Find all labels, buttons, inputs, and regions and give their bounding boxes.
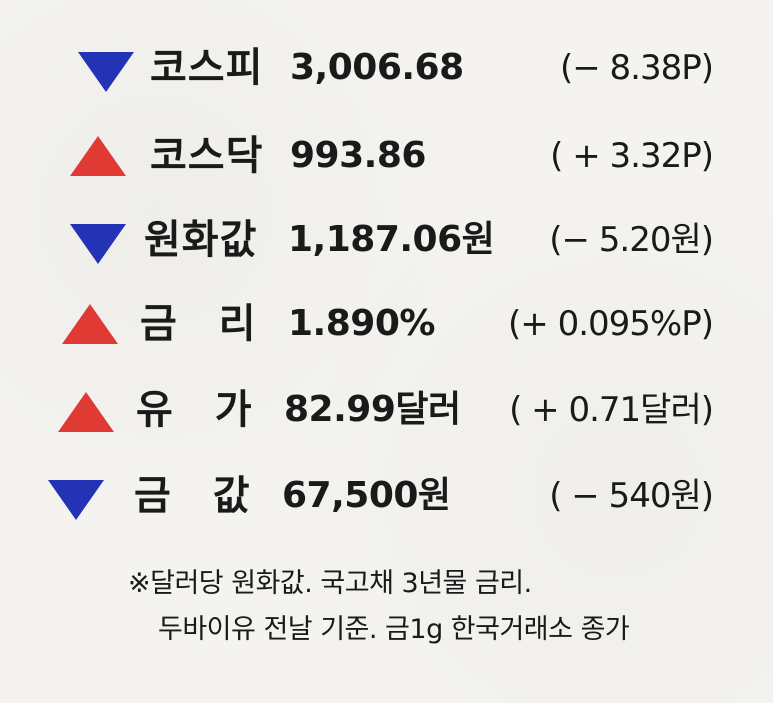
- row-won: 원화값 1,187.06원 (− 5.20원): [0, 210, 773, 270]
- row-kospi: 코스피 3,006.68 (− 8.38P): [0, 38, 773, 98]
- down-triangle-icon: [78, 52, 134, 92]
- up-triangle-icon: [58, 392, 114, 432]
- footnote-line-2: 두바이유 전날 기준. 금1g 한국거래소 종가: [158, 614, 630, 645]
- row-value: 67,500원: [282, 475, 451, 516]
- row-gold-price: 금 값 67,500원 ( − 540원): [0, 466, 773, 526]
- row-name: 코스닥: [150, 133, 264, 179]
- row-name: 금 값: [134, 473, 251, 519]
- row-value: 993.86: [290, 135, 426, 176]
- row-change: (− 8.38P): [559, 48, 714, 88]
- down-triangle-icon: [48, 480, 104, 520]
- up-triangle-icon: [70, 136, 126, 176]
- row-name: 금 리: [140, 301, 257, 347]
- row-change: ( + 0.71달러): [509, 390, 714, 430]
- row-name: 원화값: [144, 217, 258, 263]
- up-triangle-icon: [62, 304, 118, 344]
- row-oil-price: 유 가 82.99달러 ( + 0.71달러): [0, 380, 773, 440]
- row-value: 1,187.06원: [288, 219, 495, 260]
- row-value: 1.890%: [288, 303, 435, 344]
- row-change: (− 5.20원): [549, 220, 714, 260]
- row-change: ( − 540원): [549, 476, 714, 516]
- row-name: 유 가: [136, 387, 253, 433]
- row-change: (+ 0.095%P): [508, 304, 714, 344]
- row-name: 코스피: [150, 45, 264, 91]
- down-triangle-icon: [70, 224, 126, 264]
- row-change: ( + 3.32P): [550, 136, 714, 176]
- row-interest-rate: 금 리 1.890% (+ 0.095%P): [0, 294, 773, 354]
- footnote-line-1: ※달러당 원화값. 국고채 3년물 금리.: [128, 568, 532, 599]
- row-value: 3,006.68: [290, 47, 464, 88]
- row-value: 82.99달러: [284, 389, 461, 430]
- row-kosdaq: 코스닥 993.86 ( + 3.32P): [0, 126, 773, 186]
